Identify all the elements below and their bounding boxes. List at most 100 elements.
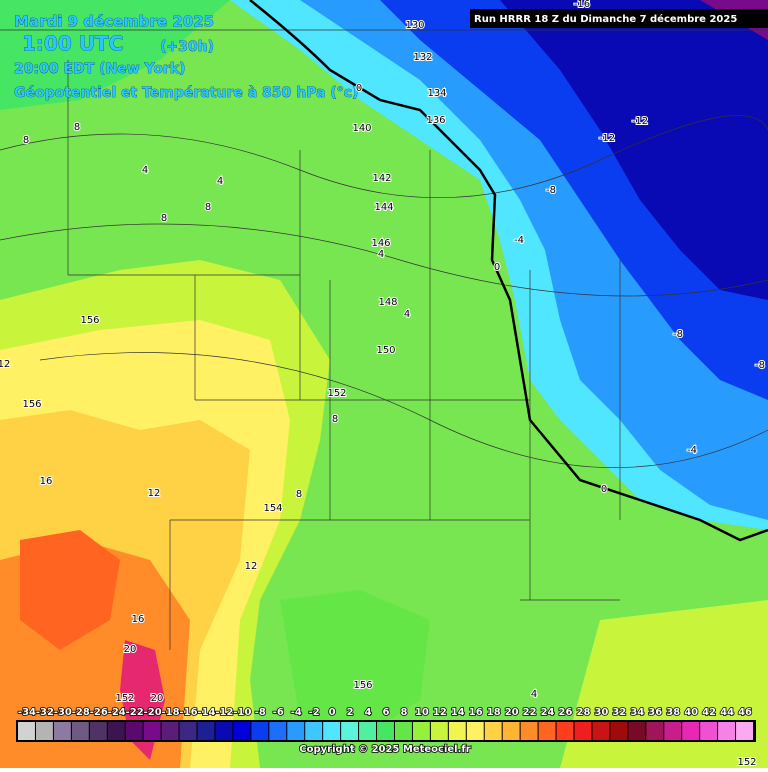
legend-swatch — [18, 722, 35, 740]
legend-label: 44 — [720, 707, 734, 718]
contour-label: 154 — [263, 503, 282, 514]
contour-label: 16 — [40, 476, 53, 487]
legend-swatch — [682, 722, 699, 740]
contour-label: 4 — [217, 176, 223, 187]
legend-label: -14 — [197, 707, 215, 718]
contour-label: 150 — [376, 345, 395, 356]
legend-swatch — [323, 722, 340, 740]
legend-label: 28 — [577, 707, 591, 718]
copyright: Copyright © 2025 Meteociel.fr — [299, 744, 470, 755]
legend-swatch — [198, 722, 215, 740]
contour-label: 8 — [332, 414, 338, 425]
legend-swatch — [718, 722, 735, 740]
legend-label: -32 — [36, 707, 54, 718]
contour-label: -12 — [632, 116, 648, 127]
legend-swatch — [574, 722, 591, 740]
contour-label: 156 — [353, 680, 372, 691]
contour-label: 12 — [245, 561, 258, 572]
legend-label: -34 — [18, 707, 36, 718]
legend-label: -22 — [126, 707, 144, 718]
legend-label: -24 — [108, 707, 126, 718]
contour-label: -12 — [599, 133, 615, 144]
legend-label: -18 — [162, 707, 180, 718]
legend-label: 38 — [666, 707, 680, 718]
contour-label: 130 — [405, 20, 424, 31]
contour-label: 148 — [378, 297, 397, 308]
legend-swatch — [287, 722, 304, 740]
legend-swatch — [144, 722, 161, 740]
legend-swatch — [54, 722, 71, 740]
contour-label: 12 — [148, 488, 161, 499]
contour-label: 0 — [356, 83, 362, 94]
legend-label: 16 — [469, 707, 483, 718]
legend-label: -28 — [72, 707, 90, 718]
legend-label: -4 — [291, 707, 302, 718]
legend-label: -2 — [309, 707, 320, 718]
contour-label: 4 — [531, 689, 537, 700]
header-utc: 1:00 UTC — [22, 32, 123, 56]
run-label: Run HRRR 18 Z du Dimanche 7 décembre 202… — [474, 13, 737, 25]
legend-label: 8 — [400, 707, 407, 718]
legend-label: 0 — [329, 707, 336, 718]
legend-swatch — [592, 722, 609, 740]
legend-label: 36 — [648, 707, 662, 718]
legend-label: 24 — [541, 707, 555, 718]
contour-label: -8 — [673, 329, 683, 340]
legend-label: 46 — [738, 707, 752, 718]
contour-label: 12 — [0, 359, 10, 370]
contour-label: 142 — [372, 173, 391, 184]
legend-swatch — [413, 722, 430, 740]
legend-label: -10 — [233, 707, 251, 718]
legend-swatch — [485, 722, 502, 740]
legend-swatch — [36, 722, 53, 740]
header-local: 20:00 EDT (New York) — [14, 61, 186, 77]
contour-label: -4 — [687, 445, 697, 456]
contour-label: 152 — [327, 388, 346, 399]
legend-swatch — [269, 722, 286, 740]
legend-swatch — [431, 722, 448, 740]
contour-label: -8 — [546, 185, 556, 196]
legend-label: 2 — [347, 707, 354, 718]
legend-label: 40 — [684, 707, 698, 718]
legend-label: 10 — [415, 707, 429, 718]
legend-swatch — [72, 722, 89, 740]
legend-swatch — [233, 722, 250, 740]
legend-label: -20 — [144, 707, 162, 718]
legend-swatch — [162, 722, 179, 740]
contour-label: 144 — [374, 202, 393, 213]
contour-label: 134 — [427, 88, 446, 99]
contour-label: 0 — [601, 484, 607, 495]
contour-label: 8 — [161, 213, 167, 224]
contour-label: 156 — [80, 315, 99, 326]
contour-label: 146 — [371, 238, 390, 249]
legend-label: -8 — [255, 707, 266, 718]
legend-label: 14 — [451, 707, 465, 718]
legend-label: 26 — [559, 707, 573, 718]
legend-swatch — [180, 722, 197, 740]
legend-label: 42 — [702, 707, 716, 718]
legend-swatch — [646, 722, 663, 740]
legend-swatch — [449, 722, 466, 740]
contour-label: 8 — [23, 135, 29, 146]
legend-label: -26 — [90, 707, 108, 718]
contour-label: 140 — [352, 123, 371, 134]
legend-swatch — [628, 722, 645, 740]
contour-label: -4 — [514, 235, 524, 246]
legend-swatch — [539, 722, 556, 740]
contour-label: 20 — [151, 693, 164, 704]
contour-label: 132 — [413, 52, 432, 63]
legend-swatch — [377, 722, 394, 740]
legend-label: -30 — [54, 707, 72, 718]
legend-swatch — [215, 722, 232, 740]
legend-swatch — [521, 722, 538, 740]
legend-swatch — [557, 722, 574, 740]
contour-label: 8 — [296, 489, 302, 500]
legend-label: 4 — [365, 707, 372, 718]
legend-label: 12 — [433, 707, 447, 718]
legend-label: 18 — [487, 707, 501, 718]
contour-label: 8 — [205, 202, 211, 213]
contour-label: -8 — [755, 360, 765, 371]
header-lead: (+30h) — [160, 39, 214, 55]
legend-swatch — [90, 722, 107, 740]
